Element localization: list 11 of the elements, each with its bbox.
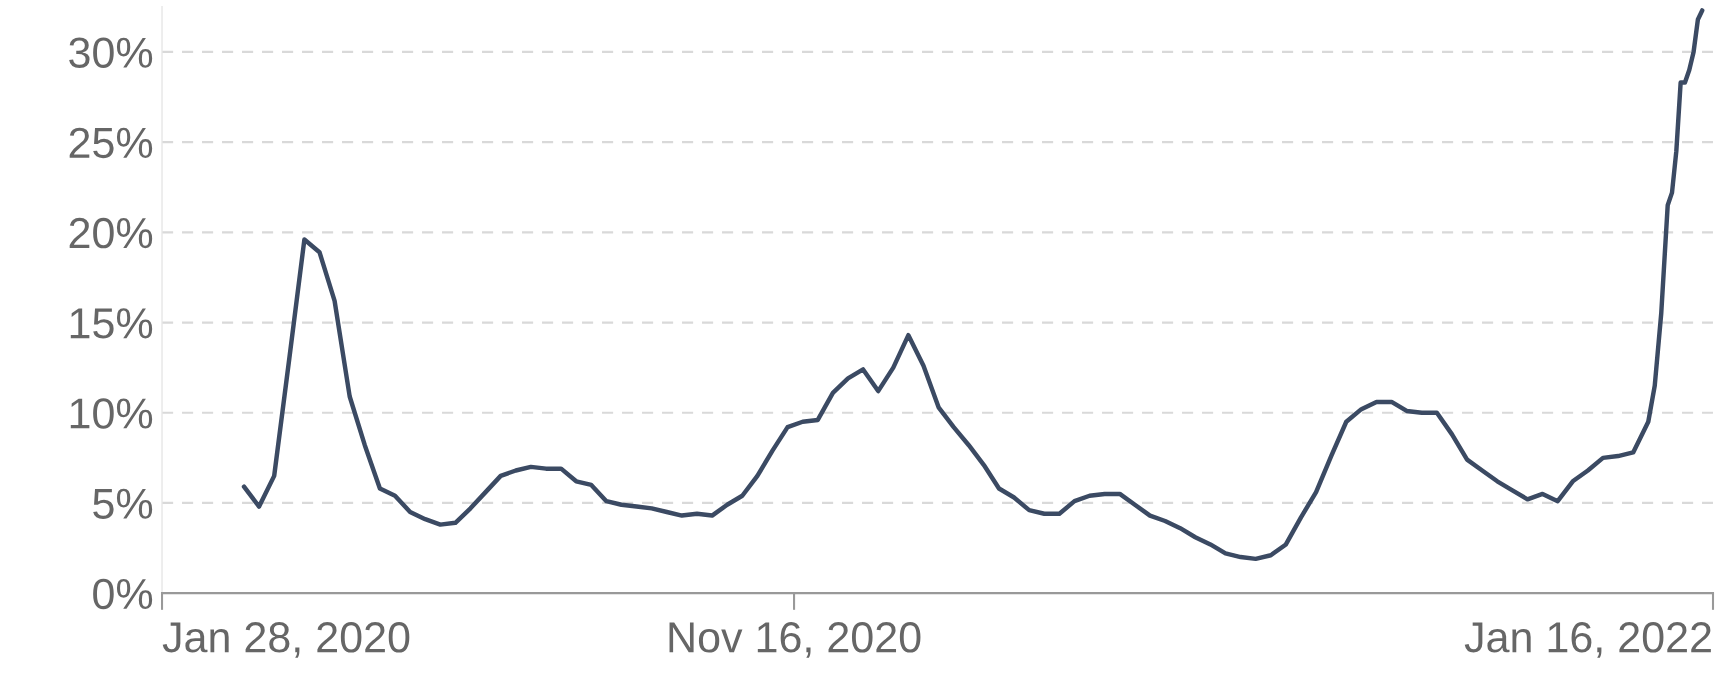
y-tick-label: 0% [93,578,153,610]
x-tick-label: Nov 16, 2020 [669,622,921,658]
y-tick-label: 5% [93,488,153,519]
y-tick-label: 15% [70,308,153,339]
y-tick-label: 10% [70,398,153,429]
y-tick-label: 25% [69,127,153,159]
y-tick-label: 20% [69,217,153,249]
x-tick-label: Jan 16, 2022 [1464,622,1711,658]
x-tick-label: Jan 28, 2020 [162,622,410,658]
y-tick-label: 30% [69,37,153,68]
line-series [241,8,1705,562]
